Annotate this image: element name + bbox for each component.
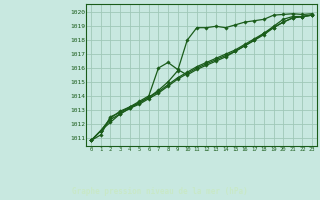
Text: Graphe pression niveau de la mer (hPa): Graphe pression niveau de la mer (hPa) <box>72 186 248 196</box>
